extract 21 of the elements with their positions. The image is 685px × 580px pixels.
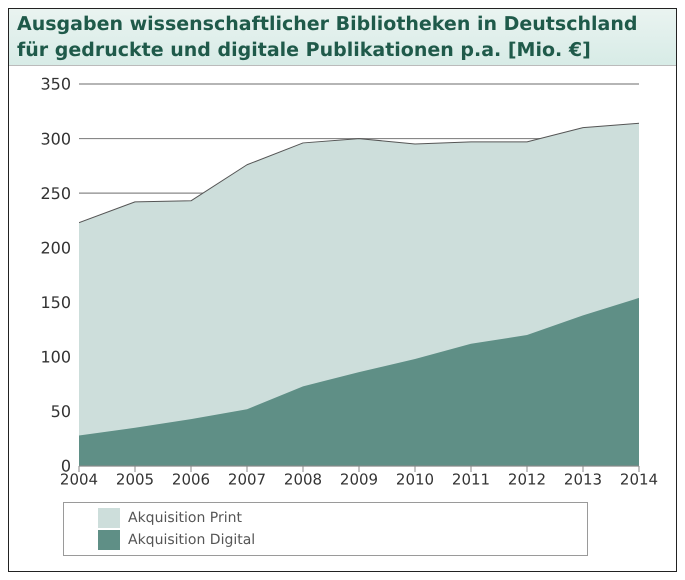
- x-tick-label: 2007: [228, 470, 266, 489]
- y-tick-label: 350: [40, 74, 71, 94]
- x-tick-label: 2006: [172, 470, 210, 489]
- y-tick-label: 50: [50, 402, 71, 422]
- x-tick-label: 2005: [116, 470, 154, 489]
- legend-label: Akquisition Digital: [128, 532, 256, 548]
- x-tick-label: 2011: [452, 470, 490, 489]
- x-tick-label: 2014: [620, 470, 658, 489]
- y-tick-label: 150: [40, 292, 71, 312]
- x-tick-label: 2009: [340, 470, 378, 489]
- y-tick-label: 200: [40, 238, 71, 258]
- y-tick-label: 250: [40, 184, 71, 203]
- x-tick-label: 2010: [396, 470, 434, 489]
- legend-label: Akquisition Print: [128, 510, 242, 526]
- x-tick-label: 2012: [508, 470, 546, 489]
- x-tick-label: 2004: [60, 470, 98, 489]
- y-tick-label: 300: [40, 129, 71, 148]
- x-tick-label: 2008: [284, 470, 322, 489]
- chart-title: Ausgaben wissenschaftlicher Bibliotheken in Deutschland für gedruckte und digitale Publikationen p.a. [Mio. €]: [9, 9, 676, 66]
- x-tick-label: 2013: [564, 470, 602, 489]
- y-tick-label: 100: [40, 348, 71, 367]
